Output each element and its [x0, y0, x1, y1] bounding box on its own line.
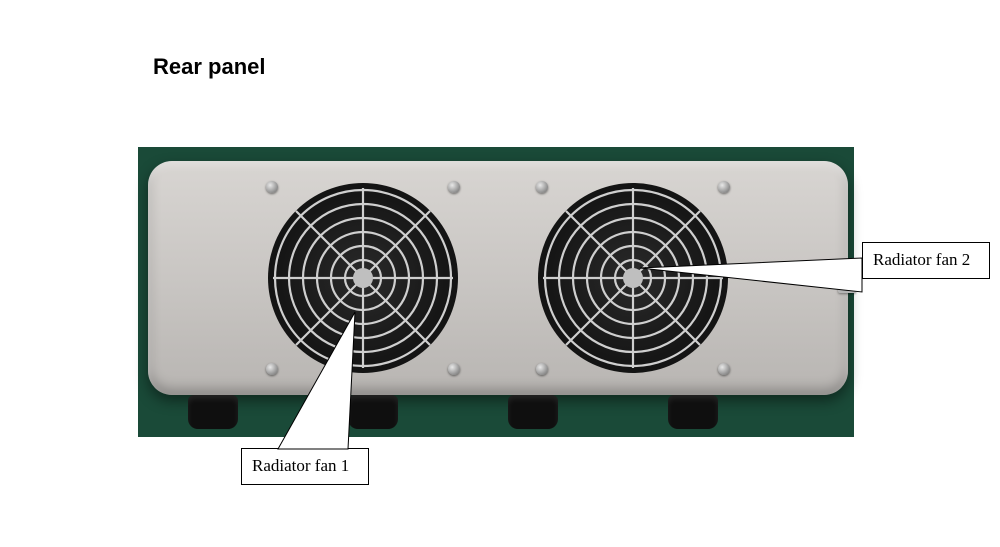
foot [668, 395, 718, 429]
radiator-fan-1 [268, 183, 458, 373]
fan-grill-icon [268, 183, 458, 373]
screw-icon [266, 181, 278, 193]
side-connector [838, 281, 856, 293]
foot [348, 395, 398, 429]
screw-icon [536, 181, 548, 193]
device-feet [158, 395, 838, 431]
foot [508, 395, 558, 429]
foot [188, 395, 238, 429]
callout-fan-1: Radiator fan 1 [241, 448, 369, 485]
screw-icon [266, 363, 278, 375]
device-chassis [148, 161, 848, 395]
radiator-fan-2 [538, 183, 728, 373]
screw-icon [718, 363, 730, 375]
screw-icon [718, 181, 730, 193]
fan-grill-icon [538, 183, 728, 373]
page-title: Rear panel [153, 54, 266, 80]
rear-panel-photo [138, 147, 854, 437]
screw-icon [448, 181, 460, 193]
screw-icon [448, 363, 460, 375]
callout-fan-2: Radiator fan 2 [862, 242, 990, 279]
screw-icon [536, 363, 548, 375]
